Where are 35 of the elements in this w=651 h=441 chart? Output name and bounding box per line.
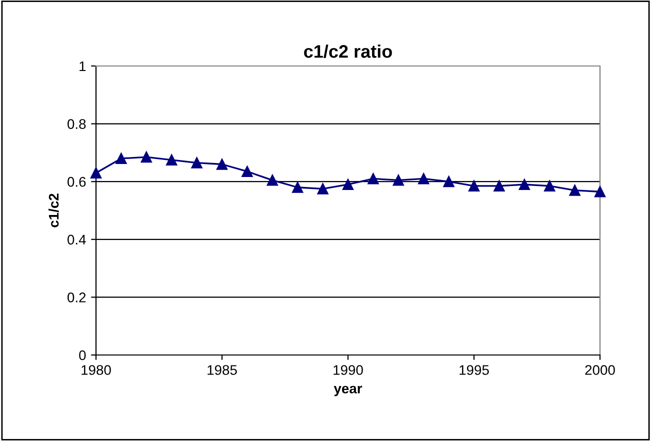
point: [544, 180, 556, 192]
point: [594, 186, 606, 198]
point: [242, 166, 253, 178]
y-tick-label: 0.4: [68, 234, 86, 245]
point: [418, 173, 430, 184]
point: [518, 178, 530, 190]
point: [266, 174, 278, 186]
point: [342, 178, 354, 190]
point: [140, 151, 152, 163]
point: [494, 180, 505, 192]
point: [392, 174, 404, 186]
point: [116, 152, 127, 164]
chart-title: c1/c2 ratio: [304, 44, 392, 58]
x-tick-label: 1990: [334, 365, 363, 375]
x-tick-label: 2000: [585, 365, 615, 375]
point: [368, 173, 379, 184]
point: [90, 167, 102, 178]
y-tick-label: 0.8: [68, 119, 86, 129]
point: [292, 182, 304, 193]
x-tick-label: 1995: [460, 365, 489, 375]
x-axis-title: year: [334, 386, 362, 396]
point: [317, 183, 328, 194]
y-axis-title: c1/c2: [48, 194, 59, 228]
point: [191, 157, 202, 168]
point: [166, 154, 178, 166]
y-tick-label: 0.6: [68, 176, 86, 187]
y-tick-label: 0: [79, 350, 86, 360]
point: [468, 180, 480, 192]
point: [443, 176, 454, 188]
x-tick-label: 1985: [208, 365, 237, 375]
point: [216, 158, 228, 170]
x-tick-label: 1980: [82, 365, 111, 375]
point: [569, 184, 580, 196]
y-tick-label: 1: [80, 61, 86, 72]
y-tick-label: 0.2: [68, 292, 86, 302]
